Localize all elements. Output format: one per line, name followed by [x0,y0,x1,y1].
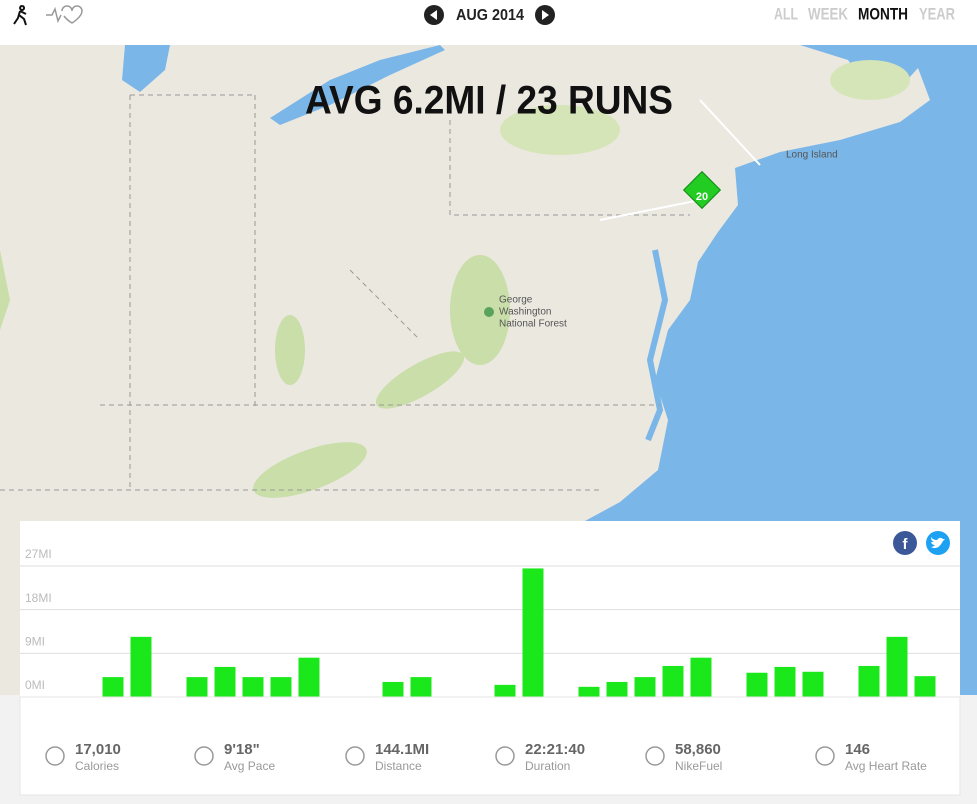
bar [858,665,880,697]
stat-icon [495,746,515,766]
bar [102,677,124,697]
stat-icon [645,746,665,766]
bar [242,677,264,697]
stat-label: Distance [375,759,422,773]
bar [130,636,152,697]
stat-icon [194,746,214,766]
stat-label: Calories [75,759,119,773]
bar [578,686,600,697]
heart-icon[interactable] [46,5,83,24]
tab[interactable]: WEEK [808,4,849,23]
bar [298,657,320,697]
forest-icon [484,307,494,317]
tab[interactable]: ALL [774,4,798,23]
tab[interactable]: MONTH [858,4,908,23]
map-label: George [499,295,533,306]
headline: AVG 6.2MI / 23 RUNS [305,79,673,123]
marker-count: 20 [696,191,708,203]
stat-label: Avg Heart Rate [845,759,927,773]
map-label: National Forest [499,319,567,330]
bar [746,672,768,697]
stat-value: 146 [845,741,870,758]
next-month[interactable] [535,5,555,25]
map-label: Washington [499,307,551,318]
header [0,0,977,45]
y-tick-label: 0MI [25,678,45,692]
stat-icon [45,746,65,766]
stat-value: 9'18" [224,741,260,758]
bar [214,666,236,697]
stat-value: 58,860 [675,741,721,758]
bar [186,677,208,697]
stat-value: 144.1MI [375,741,429,758]
stat-label: Avg Pace [224,759,275,773]
bar [774,666,796,697]
bar [410,677,432,697]
bar [662,665,684,697]
tabs: ALL WEEK MONTH YEAR [774,4,955,23]
facebook[interactable]: f [893,531,917,555]
bar [914,676,936,697]
stat-value: 17,010 [75,741,121,758]
bar [270,677,292,697]
tab[interactable]: YEAR [919,4,955,23]
map-label: Long Island [786,150,838,161]
chart-panel [20,521,960,697]
bar [634,677,656,697]
y-tick-label: 27MI [25,547,52,561]
bar [382,681,404,697]
svg-text:f: f [903,536,909,553]
run-icon[interactable] [13,5,27,26]
stat-icon [815,746,835,766]
stats-panel [19,696,961,796]
stat-icon [345,746,365,766]
run-marker[interactable]: 20 [682,170,722,210]
month-label: AUG 2014 [456,7,524,24]
prev-month[interactable] [424,5,444,25]
bar [522,568,544,697]
bar [494,684,516,697]
twitter[interactable] [926,531,950,555]
bar [606,681,628,697]
bar [802,671,824,697]
stat-label: Duration [525,759,570,773]
stat-value: 22:21:40 [525,741,585,758]
y-tick-label: 9MI [25,635,45,649]
y-tick-label: 18MI [25,591,52,605]
bar [690,657,712,697]
stat-label: NikeFuel [675,759,722,773]
bar [886,636,908,697]
